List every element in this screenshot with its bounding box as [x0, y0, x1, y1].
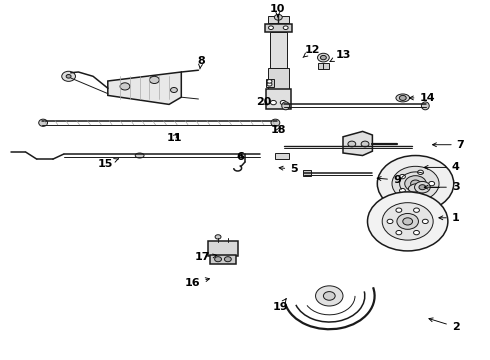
Text: 8: 8: [197, 56, 205, 69]
Text: 7: 7: [433, 140, 465, 150]
Circle shape: [267, 82, 272, 86]
FancyBboxPatch shape: [303, 170, 311, 176]
Ellipse shape: [135, 153, 144, 158]
Circle shape: [387, 219, 393, 224]
Ellipse shape: [271, 119, 280, 126]
Circle shape: [224, 257, 231, 262]
Circle shape: [267, 80, 272, 83]
Text: 9: 9: [377, 175, 401, 185]
Circle shape: [422, 219, 428, 224]
Ellipse shape: [282, 102, 290, 110]
Circle shape: [403, 218, 413, 225]
Circle shape: [377, 156, 454, 212]
Text: 15: 15: [98, 158, 119, 169]
Circle shape: [411, 180, 420, 187]
Text: 11: 11: [166, 132, 182, 143]
FancyBboxPatch shape: [265, 24, 292, 32]
Circle shape: [414, 208, 419, 212]
FancyBboxPatch shape: [270, 32, 287, 68]
Circle shape: [397, 213, 418, 229]
Text: 17: 17: [195, 252, 217, 262]
Text: 16: 16: [185, 278, 209, 288]
Circle shape: [318, 53, 329, 62]
Text: 14: 14: [410, 93, 435, 103]
Circle shape: [396, 208, 402, 212]
Circle shape: [280, 100, 286, 105]
Text: 13: 13: [330, 50, 351, 62]
FancyBboxPatch shape: [268, 68, 289, 90]
Circle shape: [382, 203, 433, 240]
Text: 18: 18: [270, 125, 286, 135]
Text: 4: 4: [424, 162, 460, 172]
FancyBboxPatch shape: [275, 153, 289, 159]
Circle shape: [149, 76, 159, 84]
Circle shape: [399, 95, 406, 100]
Polygon shape: [343, 131, 372, 156]
FancyBboxPatch shape: [266, 89, 291, 109]
Ellipse shape: [39, 119, 48, 126]
Circle shape: [396, 230, 402, 235]
Circle shape: [283, 26, 288, 30]
Circle shape: [429, 181, 435, 186]
Text: 1: 1: [439, 213, 460, 223]
Text: 12: 12: [303, 45, 320, 58]
Text: 5: 5: [279, 164, 298, 174]
Circle shape: [316, 286, 343, 306]
Circle shape: [120, 83, 130, 90]
Circle shape: [62, 71, 75, 81]
Circle shape: [417, 170, 423, 175]
Circle shape: [215, 235, 221, 239]
Circle shape: [66, 75, 71, 78]
FancyBboxPatch shape: [208, 241, 238, 256]
FancyBboxPatch shape: [210, 255, 236, 264]
Text: 10: 10: [270, 4, 286, 17]
FancyBboxPatch shape: [266, 79, 274, 87]
Circle shape: [320, 55, 326, 60]
Circle shape: [405, 176, 426, 192]
Circle shape: [323, 292, 335, 300]
Circle shape: [399, 175, 405, 179]
Polygon shape: [108, 72, 181, 104]
Ellipse shape: [408, 184, 423, 192]
Text: 20: 20: [256, 96, 271, 107]
FancyBboxPatch shape: [268, 16, 289, 23]
Circle shape: [274, 14, 282, 20]
Text: 19: 19: [272, 299, 288, 312]
Circle shape: [414, 230, 419, 235]
Circle shape: [269, 26, 273, 30]
Circle shape: [419, 185, 426, 190]
Text: 2: 2: [429, 318, 460, 332]
Text: 6: 6: [236, 152, 244, 162]
Circle shape: [171, 87, 177, 93]
Circle shape: [399, 188, 405, 193]
Circle shape: [368, 192, 448, 251]
Circle shape: [270, 100, 276, 105]
FancyBboxPatch shape: [318, 63, 329, 69]
Text: 3: 3: [424, 182, 460, 192]
Circle shape: [348, 141, 356, 147]
Circle shape: [415, 181, 430, 193]
Ellipse shape: [396, 94, 410, 102]
Ellipse shape: [421, 102, 429, 110]
Circle shape: [361, 141, 369, 147]
Circle shape: [392, 166, 439, 201]
Circle shape: [215, 257, 221, 262]
Circle shape: [417, 193, 423, 197]
